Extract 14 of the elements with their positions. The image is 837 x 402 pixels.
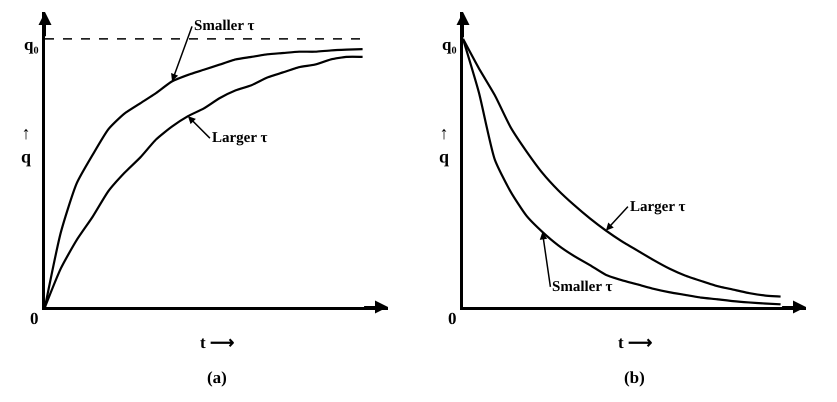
- text: q₀: [24, 35, 39, 54]
- text: q₀: [442, 35, 457, 54]
- text: 0: [30, 309, 38, 328]
- series-label: Larger τ: [630, 199, 686, 215]
- series-label: Larger τ: [212, 130, 268, 146]
- y-axis-title: ↑ q: [21, 123, 32, 166]
- text: (a): [207, 368, 227, 387]
- series-label: Smaller τ: [552, 279, 612, 295]
- series-label: Smaller τ: [194, 18, 254, 34]
- text: 0: [448, 309, 456, 328]
- x-axis-title: t ⟶: [618, 333, 652, 352]
- text: (b): [624, 368, 645, 387]
- x-axis-title: t ⟶: [200, 333, 234, 352]
- y-axis-title: ↑ q: [439, 123, 450, 166]
